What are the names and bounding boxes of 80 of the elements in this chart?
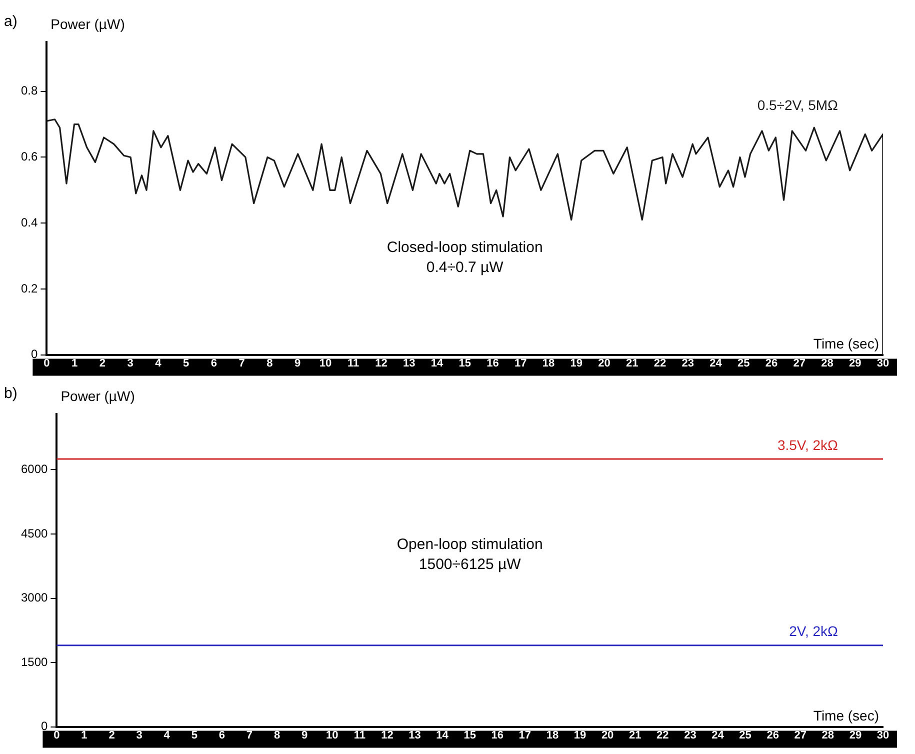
x-tick-label: 8 <box>274 729 280 742</box>
x-tick-label: 29 <box>849 729 862 742</box>
x-tick-label: 23 <box>684 729 696 742</box>
x-tick-label: 27 <box>794 729 806 742</box>
x-tick-label: 27 <box>793 357 806 370</box>
x-tick-label: 14 <box>430 357 444 370</box>
y-axis-title: Power (µW) <box>50 16 125 32</box>
y-tick-label: 4500 <box>20 526 48 540</box>
x-tick-label: 15 <box>464 729 476 742</box>
x-tick-label: 16 <box>486 357 499 370</box>
x-tick-label: 17 <box>518 729 532 742</box>
x-tick-label: 30 <box>876 357 890 370</box>
x-tick-label: 1 <box>81 729 88 742</box>
x-tick-label: 6 <box>218 729 226 742</box>
x-tick-label: 5 <box>191 729 198 742</box>
series-label: 0.5÷2V, 5MΩ <box>757 97 838 114</box>
x-tick-label: 2 <box>99 357 106 370</box>
x-tick-label: 24 <box>712 729 725 742</box>
x-axis-title: Time (sec) <box>813 708 879 724</box>
x-tick-label: 30 <box>876 729 890 742</box>
x-axis-title: Time (sec) <box>813 336 879 352</box>
annotation: Open-loop stimulation 1500÷6125 µW <box>396 536 543 573</box>
y-axis-title: Power (µW) <box>60 388 135 404</box>
y-tick-label: 3000 <box>20 590 48 605</box>
y-tick-label: 0.6 <box>20 150 38 164</box>
x-tick-label: 18 <box>546 729 559 742</box>
x-tick-label: 13 <box>402 357 416 370</box>
x-tick-label: 20 <box>598 357 610 370</box>
x-tick-label: 15 <box>458 357 471 370</box>
x-tick-label: 10 <box>326 729 338 742</box>
x-tick-label: 0 <box>54 729 60 742</box>
x-tick-label: 18 <box>542 357 555 370</box>
y-tick-label: 0.4 <box>20 215 38 230</box>
x-tick-label: 29 <box>849 357 862 370</box>
annotation: Closed-loop stimulation 0.4÷0.7 µW <box>386 238 543 276</box>
x-tick-label: 22 <box>654 357 666 370</box>
x-tick-label: 21 <box>626 357 638 370</box>
x-tick-label: 28 <box>821 357 834 370</box>
x-tick-label: 26 <box>766 729 779 742</box>
x-tick-label: 25 <box>739 729 752 742</box>
x-tick-label: 7 <box>246 729 253 742</box>
x-tick-label: 8 <box>266 357 273 370</box>
x-tick-label: 12 <box>375 357 388 370</box>
x-tick-label: 19 <box>574 729 586 742</box>
x-tick-label: 13 <box>408 729 421 742</box>
x-tick-label: 16 <box>491 729 504 742</box>
x-tick-label: 26 <box>765 357 778 370</box>
text: a) <box>4 13 18 30</box>
x-tick-label: 6 <box>210 357 218 370</box>
x-tick-label: 3 <box>136 729 142 742</box>
x-tick-label: 11 <box>348 357 360 370</box>
x-tick-label: 20 <box>601 729 614 742</box>
x-tick-label: 19 <box>570 357 582 370</box>
x-tick-label: 4 <box>155 357 162 370</box>
x-tick-label: 7 <box>238 357 245 370</box>
x-tick-label: 9 <box>294 357 301 370</box>
x-tick-label: 17 <box>514 357 527 370</box>
y-tick-label: 6000 <box>20 462 48 476</box>
x-tick-label: 21 <box>628 729 642 742</box>
x-tick-label: 9 <box>302 729 308 742</box>
x-tick-label: 14 <box>436 729 450 742</box>
x-tick-label: 1 <box>71 357 78 370</box>
x-tick-label: 12 <box>381 729 394 742</box>
x-tick-label: 24 <box>710 357 723 370</box>
x-tick-label: 4 <box>164 729 171 742</box>
x-tick-label: 10 <box>319 357 332 370</box>
x-tick-label: 5 <box>183 357 190 370</box>
series-label: 2V, 2kΩ <box>789 623 838 640</box>
x-tick-label: 11 <box>354 729 366 742</box>
x-tick-label: 23 <box>682 357 694 370</box>
x-tick-label: 25 <box>737 357 750 370</box>
x-tick-label: 2 <box>108 729 115 742</box>
y-tick-label: 1500 <box>20 654 48 669</box>
y-tick-label: 0.2 <box>20 281 38 296</box>
x-tick-label: 22 <box>656 729 669 742</box>
x-tick-label: 3 <box>127 357 134 370</box>
y-tick-label: 0.8 <box>20 84 38 98</box>
text: b) <box>4 385 18 402</box>
x-tick-label: 28 <box>822 729 834 742</box>
series-label: 3.5V, 2kΩ <box>777 436 838 453</box>
